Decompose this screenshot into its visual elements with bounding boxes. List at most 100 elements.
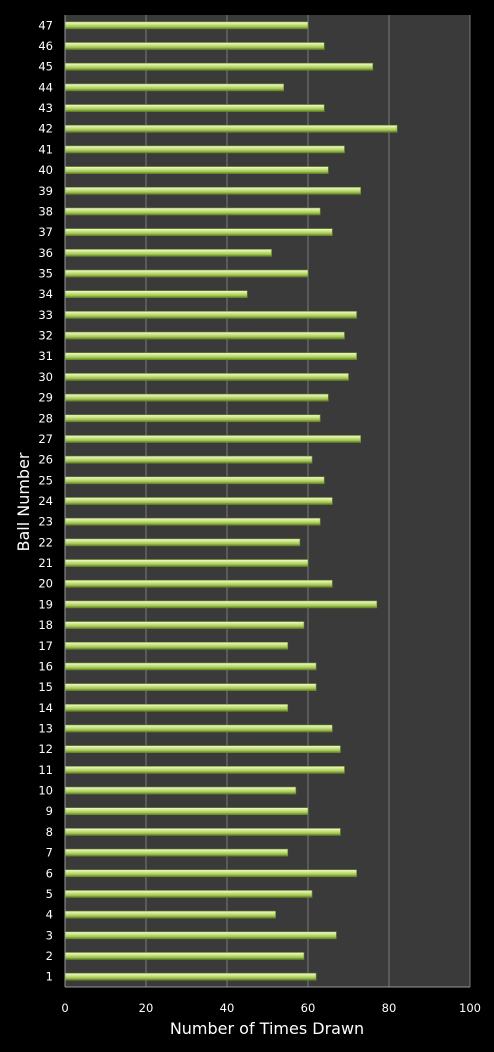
y-tick-label: 32 bbox=[38, 329, 53, 343]
y-tick-label: 36 bbox=[38, 246, 53, 260]
bar bbox=[64, 311, 357, 319]
x-tick-label: 20 bbox=[139, 1001, 154, 1015]
y-tick-label: 25 bbox=[38, 473, 53, 487]
x-tick-label: 0 bbox=[61, 1001, 68, 1015]
bar bbox=[64, 952, 305, 960]
y-tick-label: 9 bbox=[46, 804, 53, 818]
bar bbox=[64, 972, 317, 981]
bar bbox=[64, 807, 309, 816]
y-tick-label: 27 bbox=[38, 432, 53, 446]
y-tick-label: 30 bbox=[38, 370, 53, 384]
x-tick-label: 100 bbox=[459, 1001, 481, 1015]
bar bbox=[64, 559, 309, 567]
y-tick-label: 1 bbox=[46, 970, 53, 984]
y-tick-label: 34 bbox=[38, 287, 53, 301]
bar bbox=[64, 414, 321, 423]
bar bbox=[64, 683, 317, 691]
y-tick-label: 18 bbox=[38, 618, 53, 632]
y-tick-labels: 1234567891011121314151617181920212223242… bbox=[38, 18, 53, 983]
bar bbox=[64, 83, 284, 92]
y-tick-label: 5 bbox=[46, 887, 53, 901]
bar bbox=[64, 269, 309, 278]
bar bbox=[64, 828, 341, 836]
bars bbox=[64, 15, 470, 988]
bar bbox=[64, 455, 313, 464]
y-tick-label: 37 bbox=[38, 225, 53, 239]
bar bbox=[64, 207, 321, 216]
bar bbox=[64, 249, 272, 257]
bar bbox=[64, 145, 345, 154]
bar bbox=[64, 435, 361, 443]
y-tick-label: 16 bbox=[38, 659, 53, 673]
y-tick-label: 43 bbox=[38, 101, 53, 115]
y-tick-label: 29 bbox=[38, 391, 53, 405]
y-tick-label: 46 bbox=[38, 39, 53, 53]
y-tick-label: 19 bbox=[38, 597, 53, 611]
y-tick-label: 3 bbox=[46, 928, 53, 942]
x-tick-labels: 0 20 40 60 80 100 bbox=[61, 1001, 481, 1015]
y-tick-label: 11 bbox=[38, 763, 53, 777]
bar bbox=[64, 517, 321, 526]
bar bbox=[64, 869, 357, 878]
y-tick-label: 35 bbox=[38, 267, 53, 281]
bar bbox=[64, 641, 289, 650]
y-tick-label: 28 bbox=[38, 411, 53, 425]
y-tick-label: 33 bbox=[38, 308, 53, 322]
y-tick-label: 39 bbox=[38, 184, 53, 198]
y-tick-label: 24 bbox=[38, 494, 53, 508]
bar bbox=[64, 745, 341, 753]
y-tick-label: 41 bbox=[38, 142, 53, 156]
bar bbox=[64, 42, 325, 50]
x-tick-label: 40 bbox=[220, 1001, 235, 1015]
bar bbox=[64, 931, 337, 940]
x-tick-label: 80 bbox=[382, 1001, 397, 1015]
y-tick-label: 2 bbox=[46, 949, 53, 963]
y-tick-label: 8 bbox=[46, 825, 53, 839]
y-tick-label: 23 bbox=[38, 515, 53, 529]
bar bbox=[64, 476, 325, 485]
bar bbox=[64, 662, 317, 671]
bar bbox=[64, 331, 345, 340]
y-tick-label: 17 bbox=[38, 639, 53, 653]
y-tick-label: 38 bbox=[38, 204, 53, 218]
y-axis-title: Ball Number bbox=[14, 452, 33, 551]
bar bbox=[64, 373, 349, 381]
bar bbox=[64, 166, 329, 174]
bar bbox=[64, 21, 309, 30]
y-tick-label: 10 bbox=[38, 784, 53, 798]
x-axis-title: Number of Times Drawn bbox=[170, 1019, 364, 1038]
y-tick-label: 45 bbox=[38, 60, 53, 74]
y-tick-label: 4 bbox=[46, 908, 53, 922]
bar bbox=[64, 497, 333, 505]
y-tick-label: 44 bbox=[38, 80, 53, 94]
bar bbox=[64, 890, 313, 898]
y-tick-label: 15 bbox=[38, 680, 53, 694]
y-tick-label: 47 bbox=[38, 18, 53, 32]
bar bbox=[64, 104, 325, 112]
bar bbox=[64, 704, 289, 712]
bar bbox=[64, 393, 329, 402]
x-tick-label: 60 bbox=[301, 1001, 316, 1015]
bar bbox=[64, 186, 361, 195]
bar bbox=[64, 579, 333, 588]
bar bbox=[64, 290, 248, 298]
y-tick-label: 20 bbox=[38, 577, 53, 591]
y-tick-label: 6 bbox=[46, 866, 53, 880]
y-tick-label: 26 bbox=[38, 453, 53, 467]
y-tick-label: 21 bbox=[38, 556, 53, 570]
bar bbox=[64, 62, 374, 71]
bar bbox=[64, 228, 333, 236]
y-tick-label: 22 bbox=[38, 535, 53, 549]
y-tick-label: 7 bbox=[46, 846, 53, 860]
bar bbox=[64, 600, 378, 609]
bar bbox=[64, 352, 357, 361]
y-tick-label: 13 bbox=[38, 721, 53, 735]
bar bbox=[64, 621, 305, 629]
bar bbox=[64, 910, 276, 919]
bar bbox=[64, 786, 297, 795]
bar bbox=[64, 848, 289, 857]
y-tick-label: 12 bbox=[38, 742, 53, 756]
bar bbox=[64, 724, 333, 733]
y-tick-label: 14 bbox=[38, 701, 53, 715]
